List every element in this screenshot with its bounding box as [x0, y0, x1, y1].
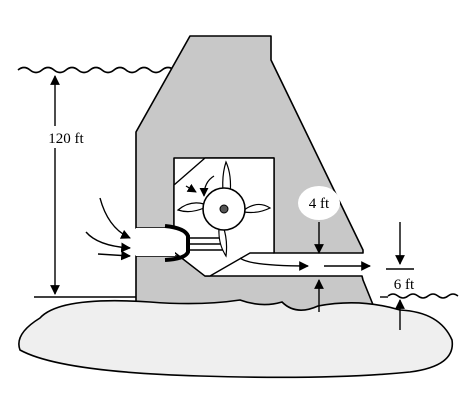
riverbed — [18, 299, 454, 379]
tailwater-depth-label: 6 ft — [394, 277, 415, 293]
inflow-arrow-3 — [97, 250, 131, 261]
pipe-height-label: 4 ft — [309, 196, 330, 212]
inflow-arrow-2 — [85, 231, 131, 253]
upstream-depth-label: 120 ft — [48, 131, 84, 147]
upstream-water-surface — [17, 66, 175, 74]
tailwater-surface — [387, 293, 459, 299]
turbine-wheel — [176, 160, 272, 258]
upstream-depth-label-bg — [38, 126, 92, 148]
inner-flow-arrow — [185, 183, 197, 193]
outflow-arrow-1 — [239, 257, 309, 271]
rotation-arrow — [199, 175, 215, 197]
pipe-height-label-bubble — [298, 186, 340, 220]
intake-opening — [136, 228, 175, 256]
inflow-arrow-1 — [99, 197, 131, 239]
